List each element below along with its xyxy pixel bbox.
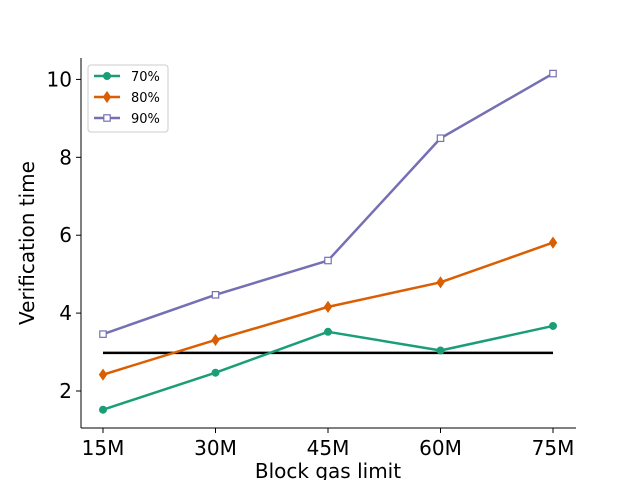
data-point xyxy=(548,236,558,249)
legend-marker xyxy=(103,114,111,122)
series-line xyxy=(102,72,554,336)
y-tick-label: 2 xyxy=(59,379,72,403)
legend-entry-0: 70% xyxy=(94,70,160,85)
legend-label: 80% xyxy=(131,91,160,106)
data-point xyxy=(324,256,332,265)
legend-label: 70% xyxy=(131,70,160,85)
data-point xyxy=(211,368,220,377)
x-tick-label: 60M xyxy=(419,436,462,460)
data-point xyxy=(211,333,220,347)
plot-area xyxy=(98,69,558,414)
data-point xyxy=(99,405,107,414)
data-point xyxy=(211,291,220,299)
data-point xyxy=(323,300,333,313)
data-point xyxy=(549,321,557,330)
legend: 70% 80% 90% xyxy=(87,64,169,133)
legend-marker xyxy=(102,90,112,104)
y-tick-label: 6 xyxy=(59,223,72,247)
y-tick-label: 8 xyxy=(59,145,72,169)
legend-label: 90% xyxy=(131,112,160,127)
legend-marker xyxy=(103,72,111,80)
x-tick-label: 75M xyxy=(532,436,575,460)
series-2 xyxy=(99,69,557,338)
series-line xyxy=(102,324,554,411)
data-point xyxy=(98,368,108,381)
data-point xyxy=(549,69,557,78)
x-tick-label: 15M xyxy=(82,436,125,460)
data-point xyxy=(99,330,107,338)
legend-entry-2: 90% xyxy=(94,112,160,127)
y-tick-label: 4 xyxy=(59,301,72,325)
y-tick-label: 10 xyxy=(47,67,72,91)
x-tick-label: 30M xyxy=(194,436,237,460)
data-point xyxy=(436,346,445,355)
series-0 xyxy=(99,321,557,414)
x-axis-title: Block gas limit xyxy=(255,459,401,480)
axes: 15M 30M 45M 60M 75M 2 4 6 8 10 xyxy=(47,58,576,460)
series-1 xyxy=(98,236,558,381)
x-tick-label: 45M xyxy=(307,436,350,460)
data-point xyxy=(436,134,445,143)
y-axis-title: Verification time xyxy=(15,161,39,325)
legend-entry-1: 80% xyxy=(94,90,160,106)
data-point xyxy=(324,327,332,336)
data-point xyxy=(436,276,445,289)
